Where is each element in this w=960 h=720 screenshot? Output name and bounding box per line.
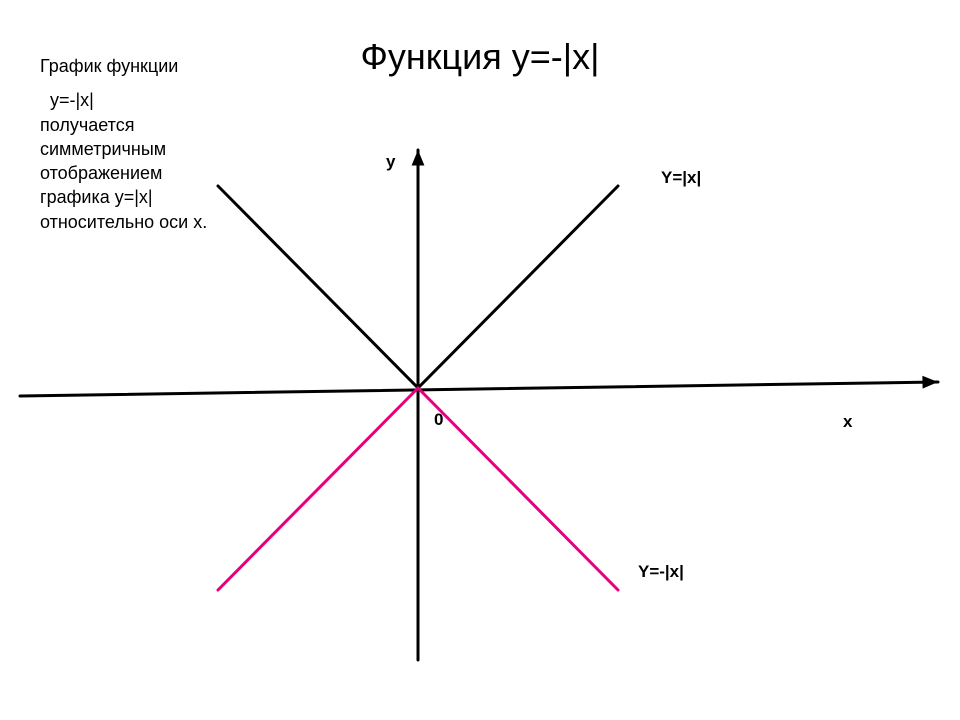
x-axis-arrow bbox=[922, 376, 938, 389]
neg-abs-x-curve-seg1 bbox=[418, 388, 618, 590]
origin-label: 0 bbox=[434, 410, 443, 430]
y-axis-label: y bbox=[386, 152, 395, 172]
x-axis-label: x bbox=[843, 412, 852, 432]
neg-abs-x-label: Y=-|x| bbox=[638, 562, 684, 582]
abs-x-curve-seg0 bbox=[218, 186, 418, 388]
neg-abs-x-curve-seg0 bbox=[218, 388, 418, 590]
x-axis bbox=[20, 382, 938, 396]
abs-x-curve-seg1 bbox=[418, 186, 618, 388]
y-axis-arrow bbox=[412, 150, 425, 166]
graph-canvas bbox=[0, 0, 960, 720]
abs-x-label: Y=|x| bbox=[661, 168, 701, 188]
